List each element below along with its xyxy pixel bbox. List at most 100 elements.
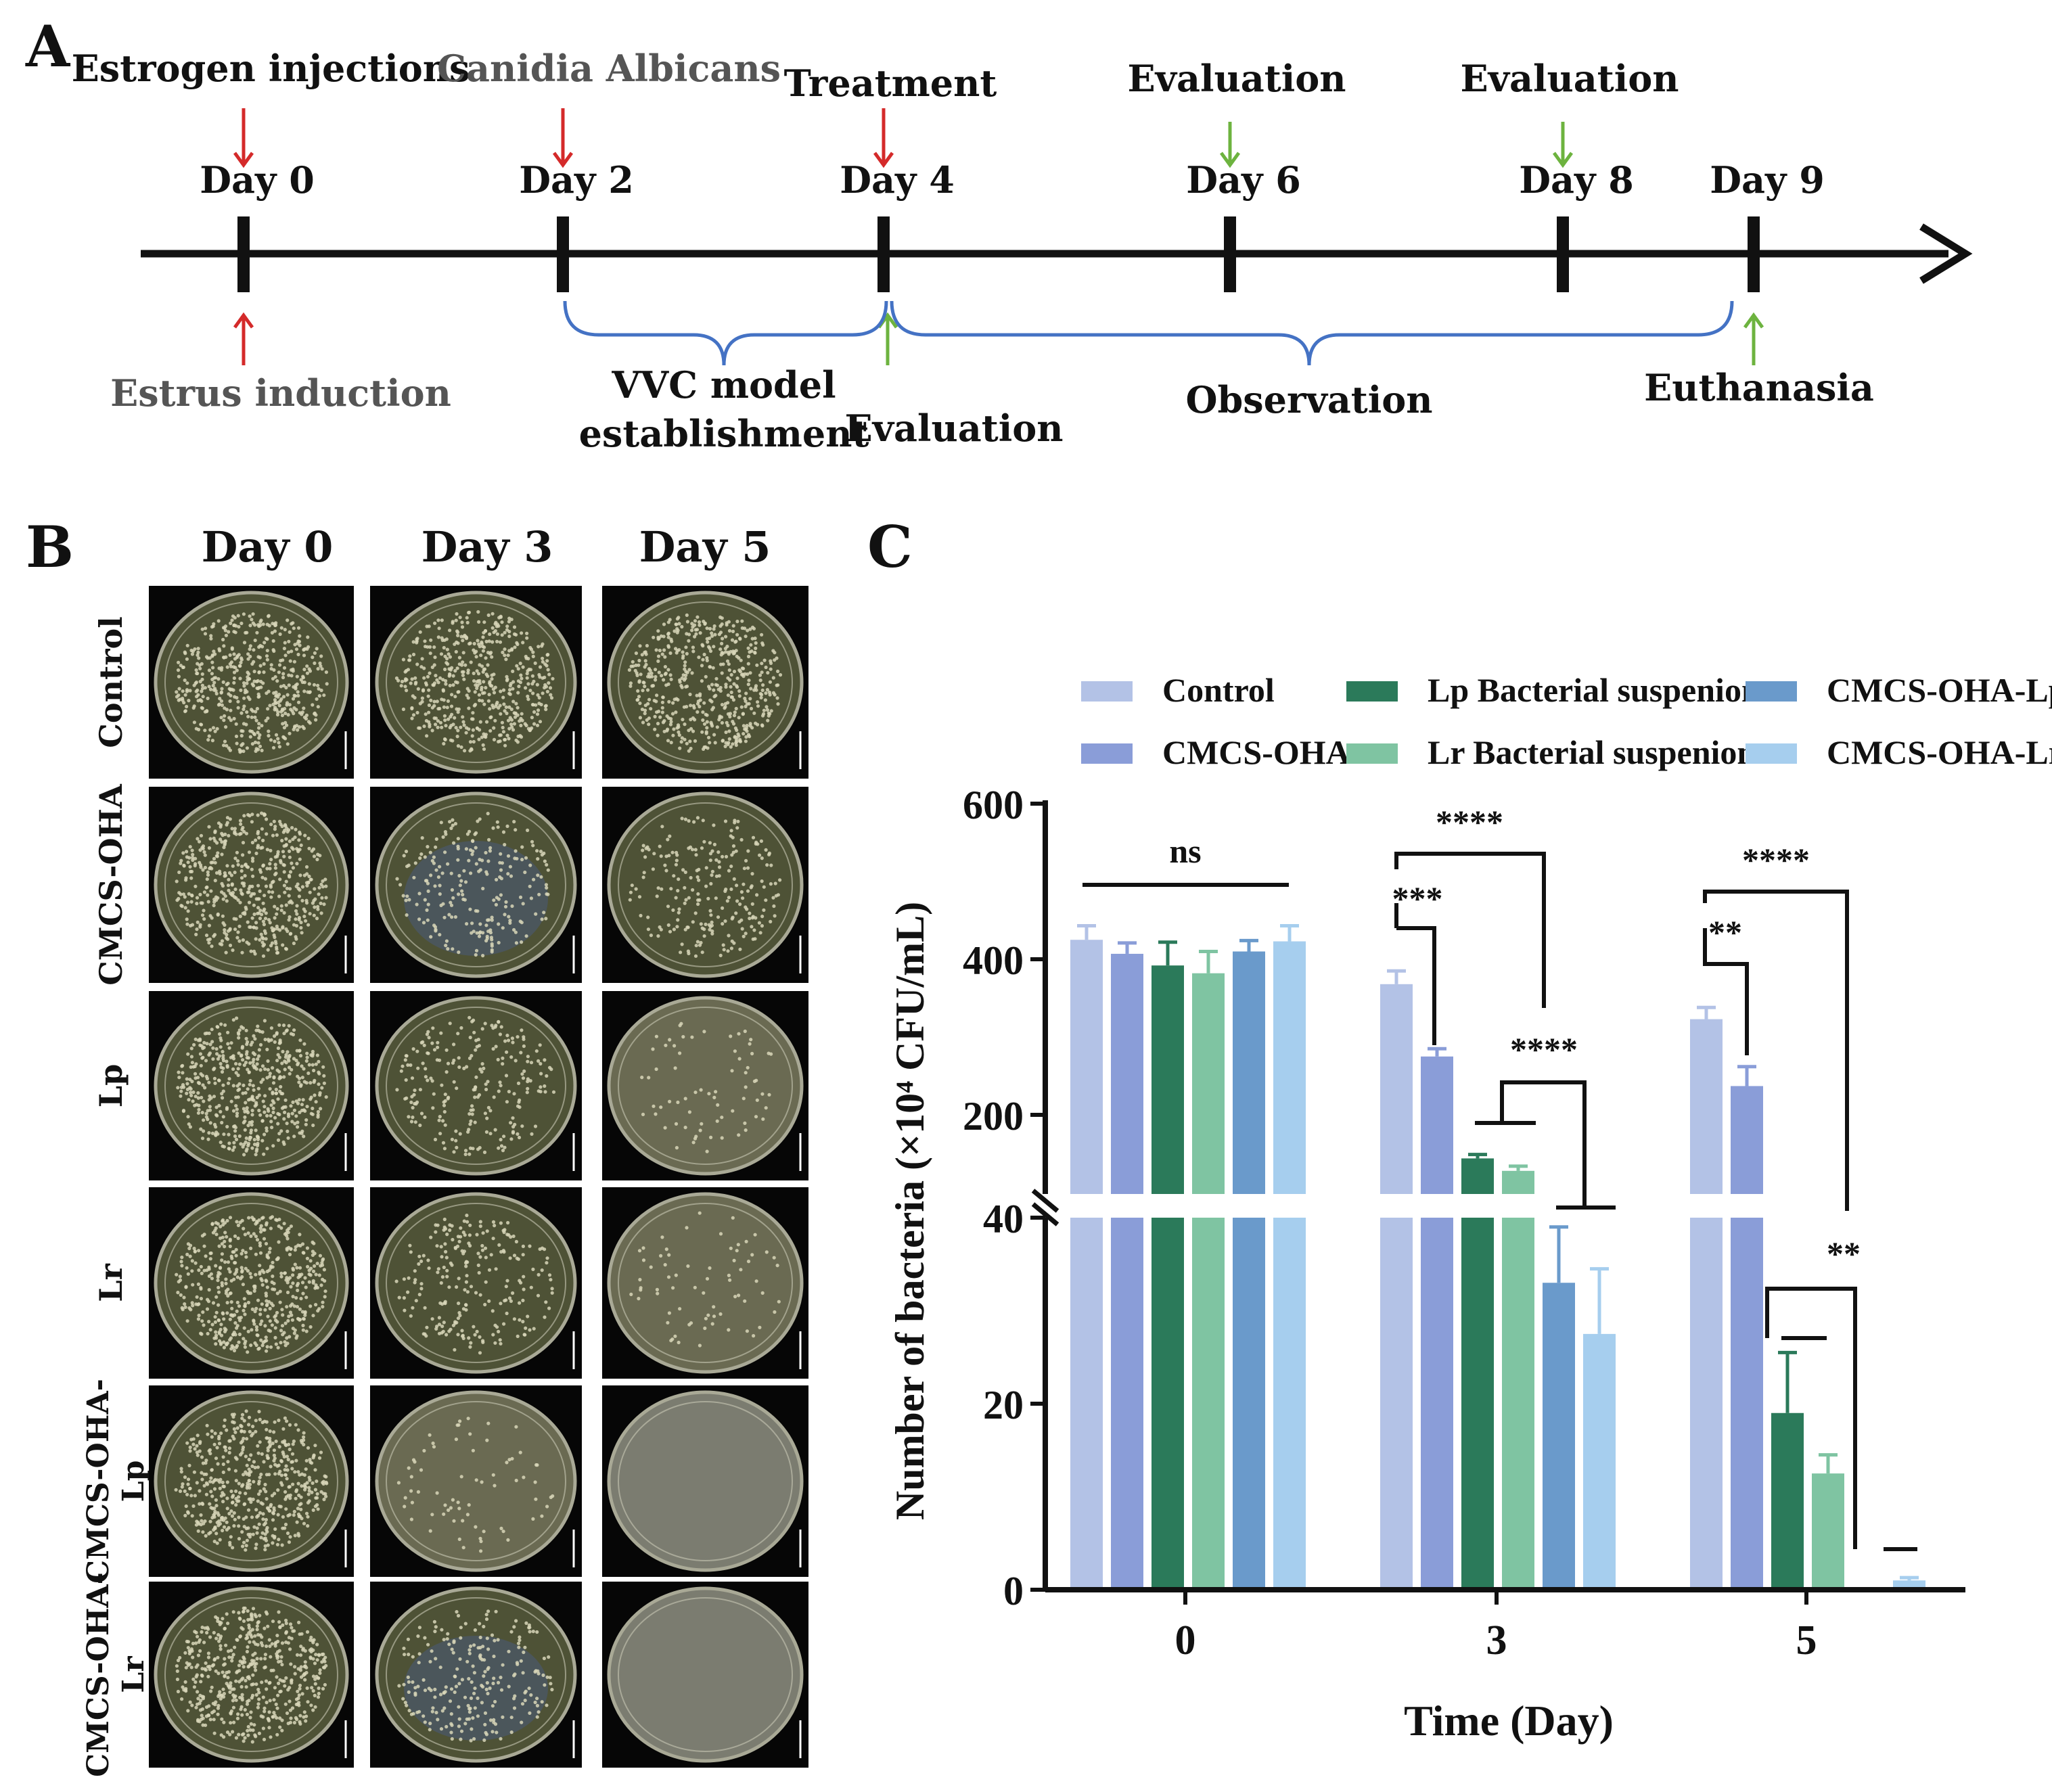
colony-dot (469, 1119, 473, 1123)
colony-dot (286, 1458, 290, 1462)
colony-dot (643, 712, 647, 716)
colony-dot (271, 833, 275, 837)
colony-dot (765, 688, 769, 692)
colony-dot (685, 620, 690, 624)
colony-dot (243, 874, 247, 878)
colony-dot (234, 1489, 238, 1493)
colony-dot (516, 706, 520, 710)
colony-dot (724, 683, 728, 687)
colony-dot (491, 612, 495, 616)
colony-dot (490, 677, 494, 681)
colony-dot (317, 892, 321, 896)
colony-dot (232, 1348, 237, 1353)
colony-dot (429, 935, 433, 939)
colony-dot (635, 673, 639, 678)
colony-dot (220, 852, 224, 856)
colony-dot (279, 1226, 283, 1230)
colony-dot (298, 725, 302, 729)
colony-dot (768, 680, 772, 684)
colony-dot (228, 1216, 233, 1220)
colony-dot (691, 1141, 696, 1145)
colony-dot (315, 1503, 319, 1507)
colony-dot (205, 885, 209, 890)
colony-dot (304, 1511, 309, 1515)
colony-dot (544, 708, 548, 712)
colony-dot (464, 847, 469, 851)
colony-dot (660, 887, 664, 891)
colony-dot (222, 718, 226, 722)
colony-dot (313, 905, 317, 909)
colony-dot (640, 1076, 644, 1080)
colony-dot (465, 1513, 470, 1517)
colony-dot (691, 920, 695, 924)
colony-dot (514, 1239, 519, 1244)
colony-dot (520, 1124, 524, 1128)
colony-dot (482, 630, 486, 635)
petri-plate (370, 787, 582, 983)
colony-dot (639, 1288, 643, 1292)
colony-dot (253, 639, 257, 643)
colony-dot (295, 674, 299, 679)
colony-dot (717, 718, 721, 722)
colony-dot (286, 1237, 290, 1241)
colony-dot (459, 1026, 463, 1030)
colony-dot (317, 1070, 321, 1074)
colony-dot (202, 850, 206, 854)
colony-dot (204, 1254, 208, 1258)
colony-dot (265, 658, 269, 662)
colony-dot (233, 829, 237, 833)
colony-dot (261, 863, 265, 867)
colony-dot (228, 1338, 232, 1342)
colony-dot (197, 1103, 201, 1107)
colony-dot (526, 682, 530, 686)
colony-dot (180, 1485, 184, 1489)
colony-dot (319, 1283, 323, 1287)
colony-dot (212, 1487, 217, 1491)
colony-dot (520, 1072, 524, 1076)
colony-dot (501, 730, 506, 734)
colony-dot (227, 871, 232, 875)
colony-dot (183, 679, 187, 683)
colony-dot (702, 934, 706, 938)
colony-dot (305, 671, 309, 675)
plate-row-label-text: CMCS-OHA (93, 783, 129, 986)
colony-dot (470, 1054, 474, 1058)
colony-dot (247, 676, 251, 681)
colony-dot (704, 866, 708, 870)
colony-dot (248, 1082, 252, 1086)
colony-dot (265, 1497, 269, 1501)
colony-dot (677, 877, 681, 881)
colony-dot (759, 839, 763, 843)
colony-dot (428, 645, 432, 649)
colony-dot (659, 1105, 663, 1109)
colony-dot (248, 614, 252, 618)
colony-dot (233, 1134, 237, 1139)
colony-dot (487, 1299, 491, 1303)
colony-dot (653, 714, 657, 718)
colony-dot (658, 648, 662, 653)
colony-dot (494, 1044, 498, 1049)
colony-dot (306, 1071, 311, 1076)
colony-dot (262, 662, 266, 666)
colony-dot (209, 1490, 213, 1494)
colony-dot (262, 1237, 267, 1241)
colony-dot (269, 944, 273, 948)
colony-dot (480, 640, 484, 645)
colony-dot (462, 869, 466, 873)
colony-dot (488, 1109, 493, 1113)
colony-dot (309, 877, 313, 881)
colony-dot (288, 849, 292, 853)
colony-dot (224, 725, 228, 729)
colony-dot (766, 670, 770, 675)
colony-dot (729, 690, 733, 695)
colony-dot (212, 649, 216, 653)
colony-dot (322, 693, 326, 697)
colony-dot (273, 1116, 277, 1120)
colony-dot (409, 1517, 414, 1521)
colony-dot (474, 1291, 478, 1295)
colony-dot (242, 707, 246, 712)
colony-dot (476, 1251, 480, 1256)
colony-dot (254, 1028, 258, 1032)
colony-dot (738, 947, 742, 951)
colony-dot (307, 874, 311, 879)
